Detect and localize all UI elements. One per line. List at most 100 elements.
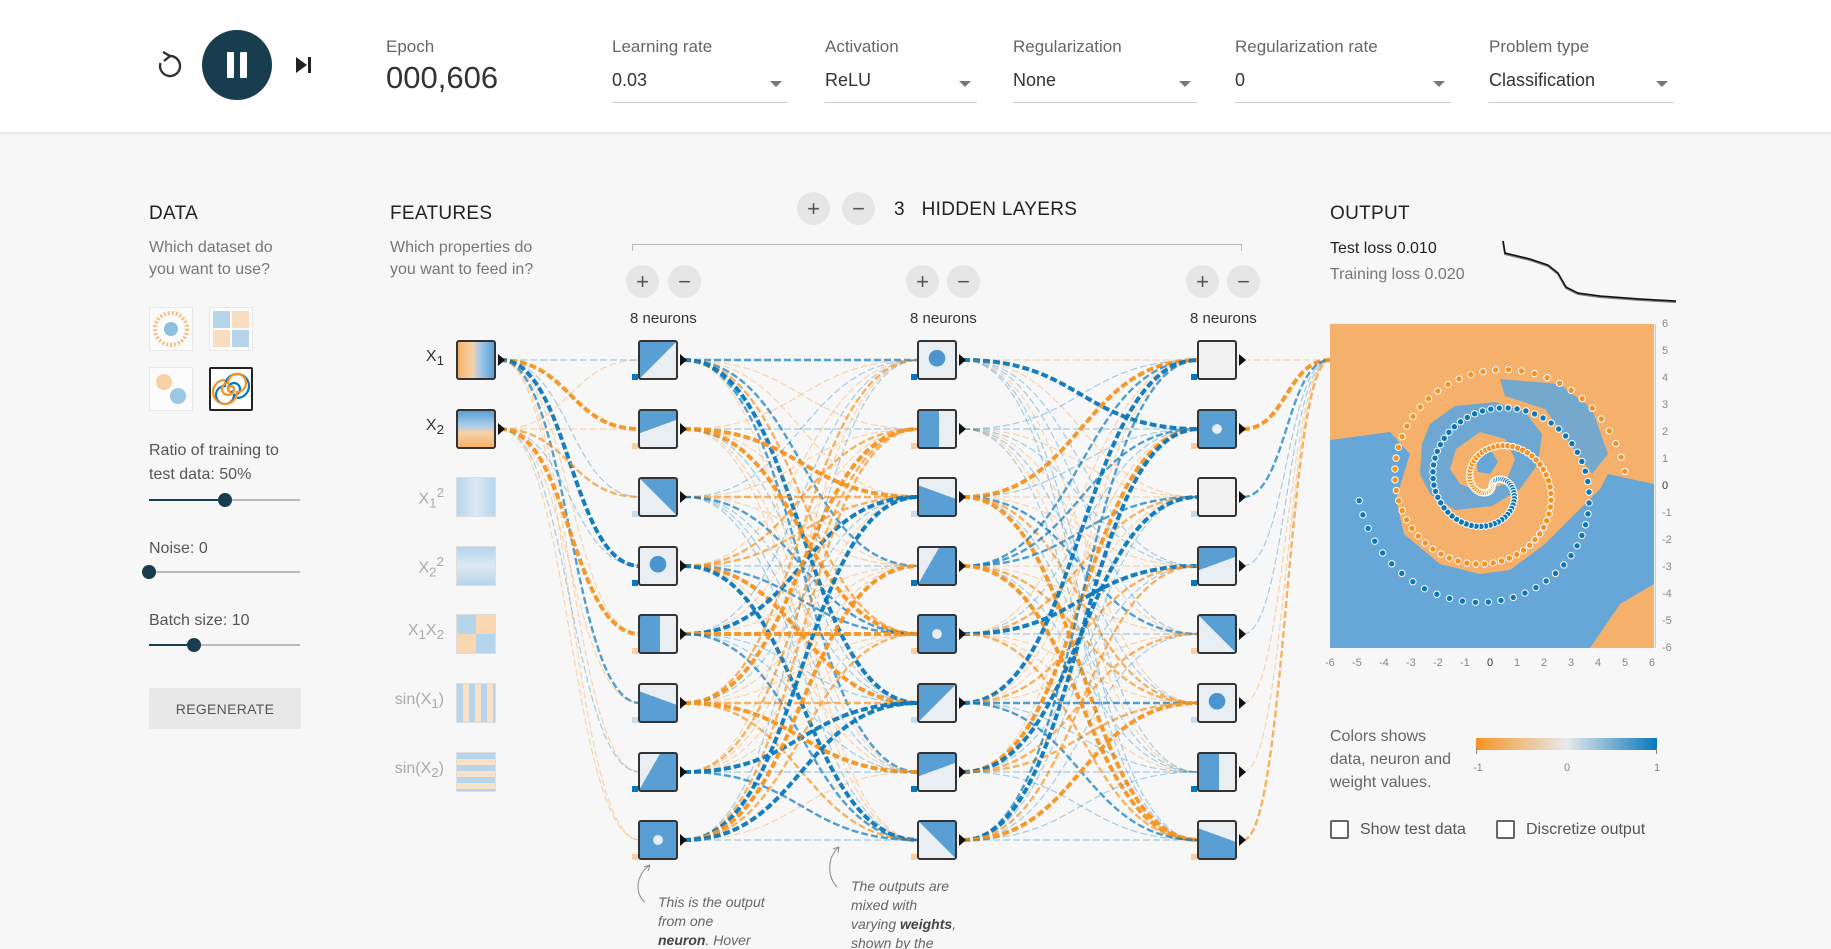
neuron-l3-n7[interactable] (1197, 752, 1237, 792)
dataset-gaussian[interactable] (149, 367, 193, 411)
neuron-l2-n1[interactable] (917, 340, 957, 380)
batch-size-slider[interactable] (149, 638, 300, 652)
show-test-data-checkbox[interactable] (1330, 820, 1349, 839)
hidden-layers-label: HIDDEN LAYERS (921, 199, 1078, 220)
bias-indicator[interactable] (1191, 511, 1197, 517)
neuron-l3-n4[interactable] (1197, 546, 1237, 586)
remove-layer-button[interactable]: − (842, 192, 875, 225)
reset-button[interactable] (155, 48, 185, 82)
neuron-l2-n2[interactable] (917, 409, 957, 449)
noise-slider-handle[interactable] (142, 565, 156, 579)
bias-indicator[interactable] (632, 648, 638, 654)
remove-neuron-button-layer-2[interactable]: − (947, 265, 980, 298)
dataset-xor[interactable] (209, 307, 253, 351)
bias-indicator[interactable] (632, 854, 638, 860)
bias-indicator[interactable] (1191, 786, 1197, 792)
neuron-l1-n3[interactable] (638, 477, 678, 517)
ratio-slider[interactable] (149, 493, 300, 507)
epoch-value: 000,606 (386, 60, 499, 95)
data-title: DATA (149, 203, 199, 224)
regenerate-button[interactable]: REGENERATE (149, 688, 301, 729)
neuron-l1-n5[interactable] (638, 614, 678, 654)
node-output-arrow-icon (680, 354, 687, 366)
spiral-dataset-icon (211, 372, 251, 406)
neuron-l1-n6[interactable] (638, 683, 678, 723)
bias-indicator[interactable] (1191, 374, 1197, 380)
dataset-spiral[interactable] (209, 367, 253, 411)
feature-sin-x2[interactable] (456, 752, 496, 792)
remove-neuron-button-layer-3[interactable]: − (1227, 265, 1260, 298)
neuron-l2-n3[interactable] (917, 477, 957, 517)
neuron-l1-n4[interactable] (638, 546, 678, 586)
neuron-l2-n6[interactable] (917, 683, 957, 723)
bias-indicator[interactable] (632, 717, 638, 723)
neuron-l3-n2[interactable] (1197, 409, 1237, 449)
feature-x1x2[interactable] (456, 614, 496, 654)
add-neuron-button-layer-3[interactable]: + (1186, 265, 1219, 298)
learning-rate-label: Learning rate (612, 37, 713, 56)
neuron-l1-n1[interactable] (638, 340, 678, 380)
neuron-l2-n7[interactable] (917, 752, 957, 792)
bias-indicator[interactable] (1191, 648, 1197, 654)
problem-type-value: Classification (1489, 70, 1596, 90)
bias-indicator[interactable] (1191, 717, 1197, 723)
pause-button[interactable] (202, 30, 272, 100)
problem-type-select[interactable]: Classification (1489, 70, 1674, 103)
bias-indicator[interactable] (911, 580, 917, 586)
x-tick-label: -5 (1352, 657, 1362, 669)
annotation-neuron: This is the output from one neuron. Hove… (658, 894, 765, 948)
chevron-down-icon (770, 81, 782, 87)
regularization-rate-select[interactable]: 0 (1235, 70, 1451, 103)
neuron-l3-n5[interactable] (1197, 614, 1237, 654)
bias-indicator[interactable] (1191, 443, 1197, 449)
bias-indicator[interactable] (911, 717, 917, 723)
bias-indicator[interactable] (911, 786, 917, 792)
bias-indicator[interactable] (911, 854, 917, 860)
node-output-arrow-icon (680, 560, 687, 572)
add-neuron-button-layer-2[interactable]: + (906, 265, 939, 298)
batch-size-slider-handle[interactable] (187, 638, 202, 652)
ratio-slider-handle[interactable] (217, 493, 232, 507)
feature-x2-squared[interactable] (456, 546, 496, 586)
bias-indicator[interactable] (632, 443, 638, 449)
feature-x2[interactable] (456, 409, 496, 449)
neuron-l2-n5[interactable] (917, 614, 957, 654)
bias-indicator[interactable] (632, 511, 638, 517)
feature-x1-squared[interactable] (456, 477, 496, 517)
bias-indicator[interactable] (911, 374, 917, 380)
neuron-l3-n1[interactable] (1197, 340, 1237, 380)
bias-indicator[interactable] (1191, 854, 1197, 860)
bias-indicator[interactable] (911, 443, 917, 449)
features-subtitle-1: Which properties do (390, 239, 533, 256)
regularization-select[interactable]: None (1013, 70, 1197, 103)
feature-x1[interactable] (456, 340, 496, 380)
learning-rate-value: 0.03 (612, 70, 648, 90)
neuron-l2-n8[interactable] (917, 820, 957, 860)
activation-select[interactable]: ReLU (825, 70, 977, 103)
node-output-arrow-icon (1239, 491, 1246, 503)
neuron-l2-n4[interactable] (917, 546, 957, 586)
feature-sin-x1[interactable] (456, 683, 496, 723)
bias-indicator[interactable] (1191, 580, 1197, 586)
bias-indicator[interactable] (632, 786, 638, 792)
neuron-l3-n6[interactable] (1197, 683, 1237, 723)
x-tick-label: -2 (1433, 657, 1443, 669)
bias-indicator[interactable] (911, 648, 917, 654)
neuron-l3-n8[interactable] (1197, 820, 1237, 860)
neuron-l1-n8[interactable] (638, 820, 678, 860)
neuron-l1-n7[interactable] (638, 752, 678, 792)
neuron-l1-n2[interactable] (638, 409, 678, 449)
remove-neuron-button-layer-1[interactable]: − (668, 265, 701, 298)
dataset-circle[interactable] (149, 307, 193, 351)
neuron-l3-n3[interactable] (1197, 477, 1237, 517)
noise-slider[interactable] (142, 565, 300, 579)
bias-indicator[interactable] (911, 511, 917, 517)
bias-indicator[interactable] (632, 374, 638, 380)
discretize-output-checkbox[interactable] (1496, 820, 1515, 839)
bias-indicator[interactable] (632, 580, 638, 586)
add-neuron-button-layer-1[interactable]: + (626, 265, 659, 298)
learning-rate-select[interactable]: 0.03 (612, 70, 788, 103)
add-layer-button[interactable]: + (797, 192, 830, 225)
step-button[interactable] (291, 52, 317, 78)
y-tick-label: 4 (1662, 372, 1669, 384)
